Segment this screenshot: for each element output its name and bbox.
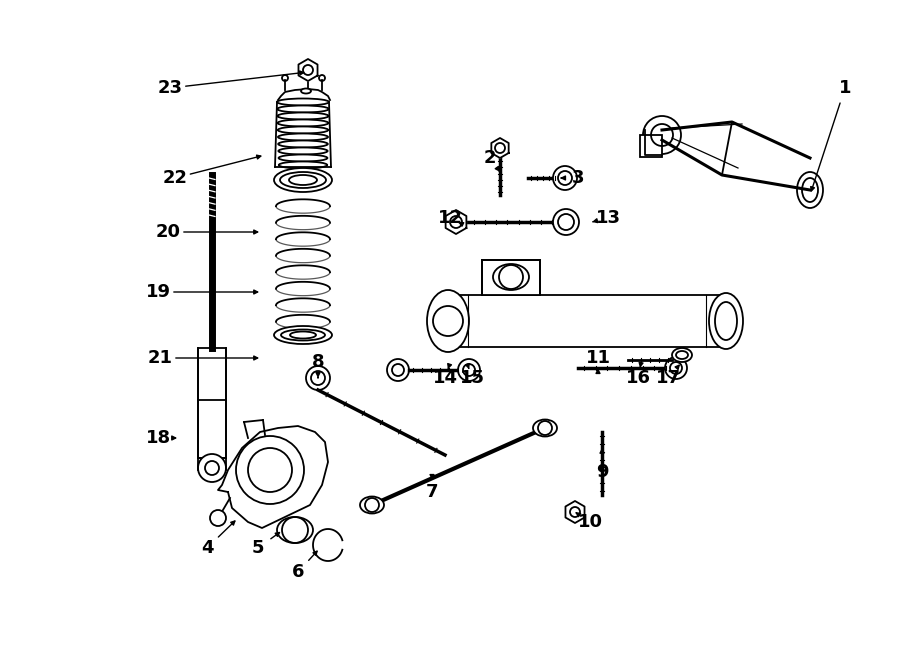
Text: 9: 9: [596, 463, 608, 481]
Text: 15: 15: [460, 369, 484, 387]
Text: 19: 19: [146, 283, 170, 301]
Ellipse shape: [301, 89, 311, 93]
Ellipse shape: [672, 348, 692, 362]
Ellipse shape: [278, 141, 328, 147]
Circle shape: [210, 510, 226, 526]
Circle shape: [387, 359, 409, 381]
Text: 14: 14: [433, 369, 457, 387]
Text: 8: 8: [311, 353, 324, 371]
Circle shape: [458, 359, 480, 381]
Circle shape: [198, 454, 226, 482]
Text: 21: 21: [148, 349, 173, 367]
Ellipse shape: [278, 126, 328, 134]
Ellipse shape: [277, 98, 329, 106]
Bar: [640, 135, 662, 157]
Text: 16: 16: [626, 369, 651, 387]
Bar: [448, 295, 726, 347]
Text: 13: 13: [596, 209, 620, 227]
Ellipse shape: [278, 134, 328, 141]
Ellipse shape: [280, 172, 326, 188]
Ellipse shape: [279, 155, 328, 161]
Text: 18: 18: [146, 429, 171, 447]
Polygon shape: [299, 59, 318, 81]
Circle shape: [306, 366, 330, 390]
Ellipse shape: [274, 168, 332, 192]
Ellipse shape: [278, 147, 328, 155]
Text: 23: 23: [158, 79, 183, 97]
Text: 10: 10: [578, 513, 602, 531]
Circle shape: [665, 357, 687, 379]
Ellipse shape: [274, 326, 332, 344]
Text: 6: 6: [292, 563, 304, 581]
Ellipse shape: [360, 496, 384, 514]
Text: 3: 3: [572, 169, 584, 187]
Text: 12: 12: [437, 209, 463, 227]
Text: 5: 5: [252, 539, 265, 557]
Ellipse shape: [797, 172, 823, 208]
Polygon shape: [491, 138, 508, 158]
Ellipse shape: [493, 264, 529, 290]
Text: 17: 17: [655, 369, 680, 387]
Text: 22: 22: [163, 169, 187, 187]
Ellipse shape: [277, 120, 328, 126]
Circle shape: [236, 436, 304, 504]
Ellipse shape: [533, 420, 557, 436]
Polygon shape: [446, 210, 466, 234]
Text: 7: 7: [426, 483, 438, 501]
Bar: [482, 260, 540, 295]
Circle shape: [643, 116, 681, 154]
Text: 2: 2: [484, 149, 496, 167]
Circle shape: [553, 166, 577, 190]
Ellipse shape: [277, 106, 328, 112]
Ellipse shape: [709, 293, 743, 349]
Text: 11: 11: [586, 349, 610, 367]
Text: 20: 20: [156, 223, 181, 241]
Text: 1: 1: [839, 79, 851, 97]
Polygon shape: [565, 501, 584, 523]
Ellipse shape: [279, 161, 328, 169]
Text: 4: 4: [201, 539, 213, 557]
Ellipse shape: [277, 517, 313, 543]
Bar: [198, 348, 226, 458]
Circle shape: [553, 209, 579, 235]
Ellipse shape: [277, 112, 328, 120]
Ellipse shape: [427, 290, 469, 352]
Ellipse shape: [281, 329, 325, 340]
